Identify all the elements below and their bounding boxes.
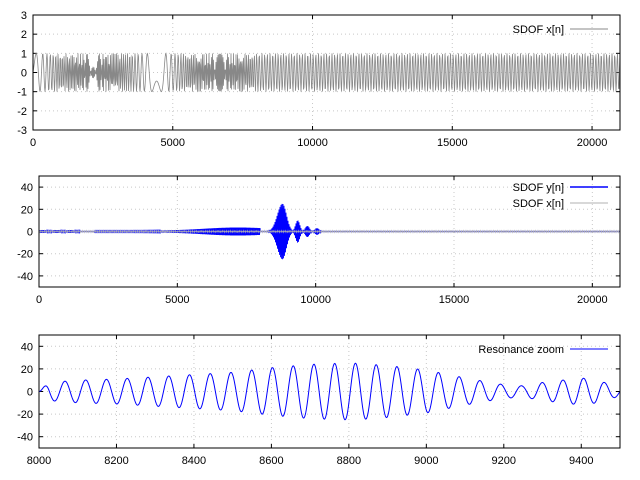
chart-panel-bottom: 8000 8200 8400 8600 8800 9000 9200 9400 -40 -20 0 2… [17, 334, 621, 467]
legend-label-bottom-1: Resonance zoom [478, 344, 564, 356]
ticks-top: 0 5000 10000 15000 20000 -3 -2 -1 0 1 2 3 [17, 10, 620, 149]
y-tick-label: 20 [21, 364, 33, 376]
x-tick-label: 8000 [27, 455, 51, 467]
x-tick-label: 8600 [259, 455, 283, 467]
ticks-bottom: 8000 8200 8400 8600 8800 9000 9200 9400 -40 -20 0 2… [17, 335, 620, 467]
y-tick-label: 3 [21, 10, 27, 22]
x-tick-label: 8200 [104, 455, 128, 467]
y-tick-label: -3 [17, 125, 27, 137]
x-tick-label: 5000 [161, 137, 185, 149]
ticks-middle: 0 5000 10000 15000 20000 -40 -20 0 20 40 [17, 176, 620, 306]
y-tick-label: 20 [21, 204, 33, 216]
y-tick-label: 0 [27, 227, 33, 239]
y-tick-label: -40 [17, 271, 33, 283]
legend-label-top-1: SDOF x[n] [513, 24, 564, 36]
y-tick-label: 1 [21, 48, 27, 60]
y-tick-label: 2 [21, 29, 27, 41]
x-tick-label: 20000 [577, 294, 608, 306]
y-tick-label: 40 [21, 341, 33, 353]
chart-panel-top: 0 5000 10000 15000 20000 -3 -2 -1 0 1 2 3 SDOF x[n] [17, 10, 621, 149]
series-line-sdof-x [32, 52, 621, 93]
chart-panel-middle: 0 5000 10000 15000 20000 -40 -20 0 20 40 SDOF y[n… [17, 175, 621, 306]
plot-frame-top [32, 14, 621, 131]
series-top [32, 52, 621, 93]
y-tick-label: -2 [17, 106, 27, 118]
x-tick-label: 5000 [165, 294, 189, 306]
x-tick-label: 9000 [414, 455, 438, 467]
y-tick-label: -20 [17, 409, 33, 421]
x-tick-label: 8800 [337, 455, 361, 467]
x-tick-label: 10000 [297, 137, 328, 149]
legend-middle: SDOF y[n] SDOF x[n] [513, 182, 608, 210]
legend-top: SDOF x[n] [513, 24, 608, 36]
legend-bottom: Resonance zoom [478, 344, 608, 356]
x-tick-label: 9400 [569, 455, 593, 467]
x-tick-label: 0 [36, 294, 42, 306]
plot-frame-middle [38, 175, 621, 288]
series-line-sdof-x-mid [38, 229, 621, 234]
x-tick-label: 10000 [300, 294, 331, 306]
x-tick-label: 9200 [492, 455, 516, 467]
y-tick-label: 0 [27, 387, 33, 399]
x-tick-label: 0 [30, 137, 36, 149]
plot-frame-bottom [38, 334, 621, 449]
y-tick-label: 40 [21, 182, 33, 194]
y-tick-label: -40 [17, 432, 33, 444]
y-tick-label: -20 [17, 249, 33, 261]
x-tick-label: 20000 [577, 137, 608, 149]
y-tick-label: -1 [17, 87, 27, 99]
series-line-resonance-zoom [38, 362, 621, 421]
x-tick-label: 15000 [439, 294, 470, 306]
x-tick-label: 15000 [437, 137, 468, 149]
y-tick-label: 0 [21, 68, 27, 80]
x-tick-label: 8400 [182, 455, 206, 467]
series-middle [38, 203, 621, 260]
legend-label-middle-1: SDOF y[n] [513, 182, 564, 194]
series-bottom [38, 362, 621, 421]
grid-lines-bottom [39, 335, 620, 448]
legend-label-middle-2: SDOF x[n] [513, 198, 564, 210]
